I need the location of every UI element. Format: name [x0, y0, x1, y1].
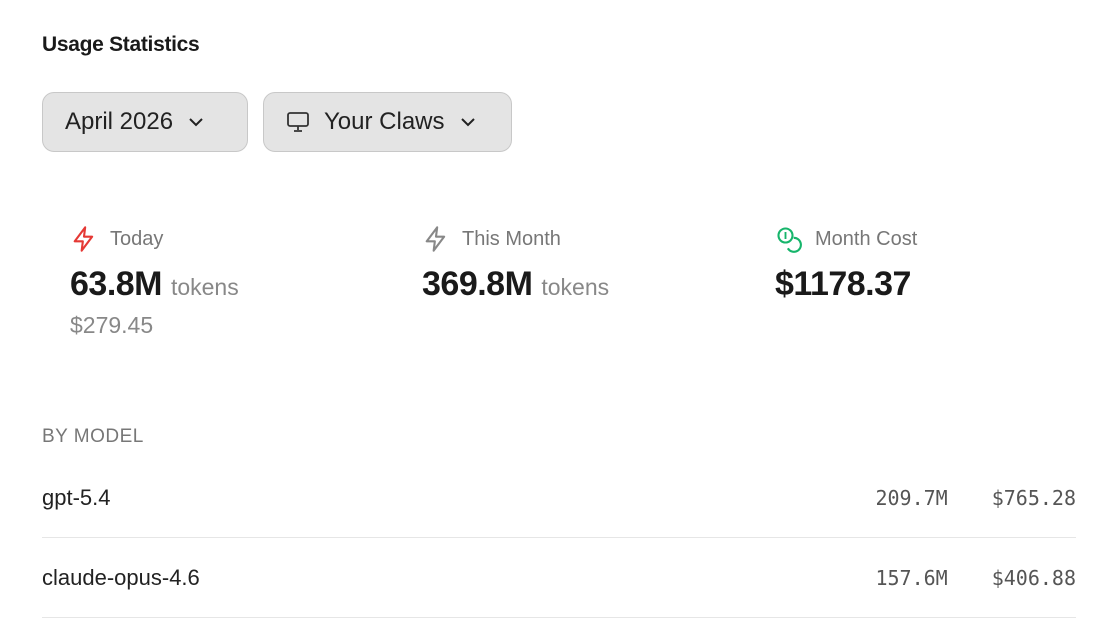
chevron-down-icon — [460, 118, 475, 127]
stat-value: $1178.37 — [775, 265, 911, 303]
month-value: April 2026 — [65, 108, 174, 135]
stat-label: This Month — [462, 227, 561, 250]
stat-label: Today — [110, 227, 164, 250]
model-tokens: 209.7M — [875, 485, 948, 510]
stat-label: Month Cost — [815, 227, 918, 250]
stat-month-cost: Month Cost $1178.37 — [775, 225, 917, 304]
stat-value: 63.8M — [70, 265, 163, 303]
model-tokens: 157.6M — [875, 565, 948, 590]
model-name: claude-opus-4.6 — [42, 564, 200, 590]
table-row: gpt-5.4 209.7M $765.28 — [42, 458, 1076, 538]
chevron-down-icon — [189, 118, 203, 127]
stat-unit: tokens — [170, 274, 239, 300]
stat-today: Today 63.8M tokens $279.45 — [70, 225, 239, 339]
monitor-icon — [287, 112, 309, 132]
by-model-heading: BY MODEL — [42, 426, 144, 447]
stat-cost: $279.45 — [70, 312, 154, 338]
month-dropdown[interactable]: April 2026 — [42, 92, 248, 152]
model-cost: $406.88 — [991, 565, 1076, 590]
lightning-icon — [425, 226, 446, 252]
lightning-icon — [73, 226, 94, 252]
model-cost: $765.28 — [991, 485, 1076, 510]
scope-dropdown[interactable]: Your Claws — [263, 92, 512, 152]
model-name: gpt-5.4 — [42, 484, 111, 510]
stat-unit: tokens — [541, 274, 610, 300]
scope-value: Your Claws — [324, 108, 445, 135]
page-title: Usage Statistics — [42, 33, 200, 56]
stat-this-month: This Month 369.8M tokens — [422, 225, 609, 304]
coins-icon — [777, 227, 802, 253]
stat-value: 369.8M — [422, 265, 533, 303]
table-row: claude-opus-4.6 157.6M $406.88 — [42, 538, 1076, 618]
